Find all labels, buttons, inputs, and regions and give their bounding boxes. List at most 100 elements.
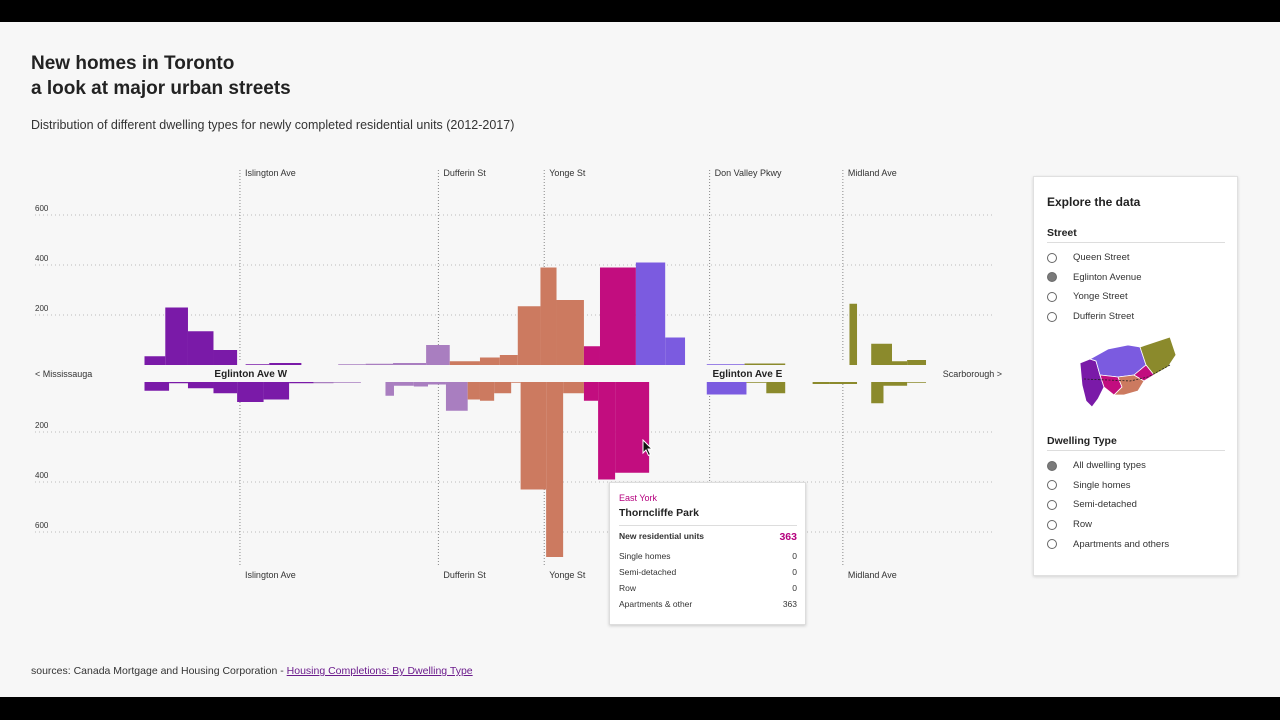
tooltip-area: East York	[619, 493, 658, 503]
tooltip-row-label: Row	[619, 583, 637, 593]
street-label-bottom: Islington Ave	[245, 570, 296, 580]
bar-bottom	[563, 382, 584, 394]
street-option-label: Dufferin Street	[1073, 311, 1135, 323]
bar-bottom	[829, 382, 858, 384]
bar-top	[187, 331, 214, 365]
bar-bottom	[511, 382, 521, 383]
radio-selected-icon[interactable]	[1047, 272, 1057, 283]
bar-bottom	[871, 382, 884, 404]
dwelling-option-apartments[interactable]: Apartments and others	[1047, 534, 1169, 554]
tooltip-total-row: New residential units 363	[619, 531, 797, 543]
street-options: Queen Street Eglinton Avenue Yonge Stree…	[1047, 248, 1142, 326]
tooltip-row-label: Semi-detached	[619, 567, 677, 577]
tooltip-row: Single homes 0	[619, 551, 797, 561]
left-end-label: < Mississauga	[35, 369, 92, 379]
bar-top	[665, 337, 686, 365]
tooltip-row-value: 0	[792, 583, 797, 593]
street-label-top: Yonge St	[549, 168, 586, 178]
tooltip-row-label: Apartments & other	[619, 599, 693, 609]
radio-icon[interactable]	[1047, 291, 1057, 302]
bar-top	[556, 300, 584, 365]
radio-selected-icon[interactable]	[1047, 460, 1057, 471]
radio-icon[interactable]	[1047, 480, 1057, 491]
tooltip-neighbourhood: Thorncliffe Park	[619, 507, 699, 519]
bar-top	[517, 306, 541, 365]
bar-bottom	[313, 382, 334, 384]
tooltip-row-value: 0	[792, 551, 797, 561]
bar-top	[744, 363, 786, 365]
map-street-line	[1083, 364, 1171, 382]
street-option-dufferin[interactable]: Dufferin Street	[1047, 307, 1142, 327]
dwelling-heading: Dwelling Type	[1047, 435, 1225, 451]
tooltip-row: Semi-detached 0	[619, 567, 797, 577]
bar-bottom	[494, 382, 512, 394]
street-heading: Street	[1047, 227, 1225, 243]
bar-top	[426, 345, 450, 365]
radio-icon[interactable]	[1047, 499, 1057, 510]
bar-bottom	[546, 382, 564, 557]
bar-bottom	[169, 382, 188, 384]
bar-top	[269, 363, 302, 365]
bar-bottom	[385, 382, 394, 396]
street-name-east: Eglinton Ave E	[712, 369, 782, 380]
bar-bottom	[746, 382, 767, 383]
bar-bottom	[583, 382, 599, 401]
street-label-bottom: Dufferin St	[443, 570, 486, 580]
dwelling-option-label: Single homes	[1073, 479, 1131, 491]
explore-panel: Explore the data Street Queen Street Egl…	[1033, 176, 1238, 576]
radio-icon[interactable]	[1047, 519, 1057, 530]
bar-bottom	[187, 382, 214, 389]
bar-bottom	[263, 382, 290, 400]
bar-bottom	[144, 382, 170, 391]
street-option-label: Queen Street	[1073, 252, 1130, 264]
tooltip-total-label: New residential units	[619, 531, 705, 541]
bar-bottom	[333, 382, 361, 383]
y-tick-label-top: 600	[35, 204, 49, 213]
bar-top	[245, 364, 270, 365]
dwelling-option-all[interactable]: All dwelling types	[1047, 456, 1169, 476]
street-option-eglinton[interactable]: Eglinton Avenue	[1047, 268, 1142, 288]
bar-bottom	[393, 382, 414, 386]
tooltip-row-value: 363	[782, 599, 797, 609]
source-link[interactable]: Housing Completions: By Dwelling Type	[286, 665, 473, 677]
toronto-map	[1079, 336, 1177, 408]
source-note: sources: Canada Mortgage and Housing Cor…	[31, 665, 473, 677]
street-option-yonge[interactable]: Yonge Street	[1047, 287, 1142, 307]
page-subtitle: Distribution of different dwelling types…	[31, 118, 515, 132]
dwelling-option-label: Semi-detached	[1073, 499, 1137, 511]
bar-bottom	[237, 382, 264, 402]
bar-bottom	[479, 382, 495, 401]
page-title: New homes in Toronto a look at major urb…	[31, 51, 291, 101]
bar-bottom	[213, 382, 238, 394]
street-label-top: Islington Ave	[245, 168, 296, 178]
bar-top	[393, 363, 427, 365]
bar-top	[165, 307, 188, 365]
mirrored-bar-chart: 200 200 400 400 600 600 Islington Ave Dufferin …	[35, 168, 1002, 580]
bar-top	[213, 350, 238, 365]
bar-top	[849, 303, 858, 365]
radio-icon[interactable]	[1047, 539, 1057, 550]
street-option-label: Yonge Street	[1073, 291, 1128, 303]
radio-icon[interactable]	[1047, 311, 1057, 322]
street-label-top: Don Valley Pkwy	[715, 168, 782, 178]
dwelling-option-label: All dwelling types	[1073, 460, 1146, 472]
y-tick-label-bottom: 600	[35, 521, 49, 530]
radio-icon[interactable]	[1047, 252, 1057, 263]
street-label-top: Dufferin St	[443, 168, 486, 178]
tooltip-row-label: Single homes	[619, 551, 671, 561]
bar-top	[144, 356, 166, 365]
dwelling-option-row[interactable]: Row	[1047, 515, 1169, 535]
bar-bottom	[445, 382, 468, 411]
dwelling-option-single[interactable]: Single homes	[1047, 476, 1169, 496]
street-option-label: Eglinton Avenue	[1073, 271, 1142, 283]
tooltip-row: Row 0	[619, 583, 797, 593]
bar-top	[499, 355, 518, 365]
bar-top	[891, 361, 908, 365]
bar-bottom	[907, 382, 927, 383]
y-tick-label-bottom: 200	[35, 421, 49, 430]
street-name-west: Eglinton Ave W	[214, 369, 287, 380]
bar-top	[706, 364, 745, 365]
bar-bottom	[615, 382, 650, 473]
dwelling-option-semi[interactable]: Semi-detached	[1047, 495, 1169, 515]
street-option-queen[interactable]: Queen Street	[1047, 248, 1142, 268]
